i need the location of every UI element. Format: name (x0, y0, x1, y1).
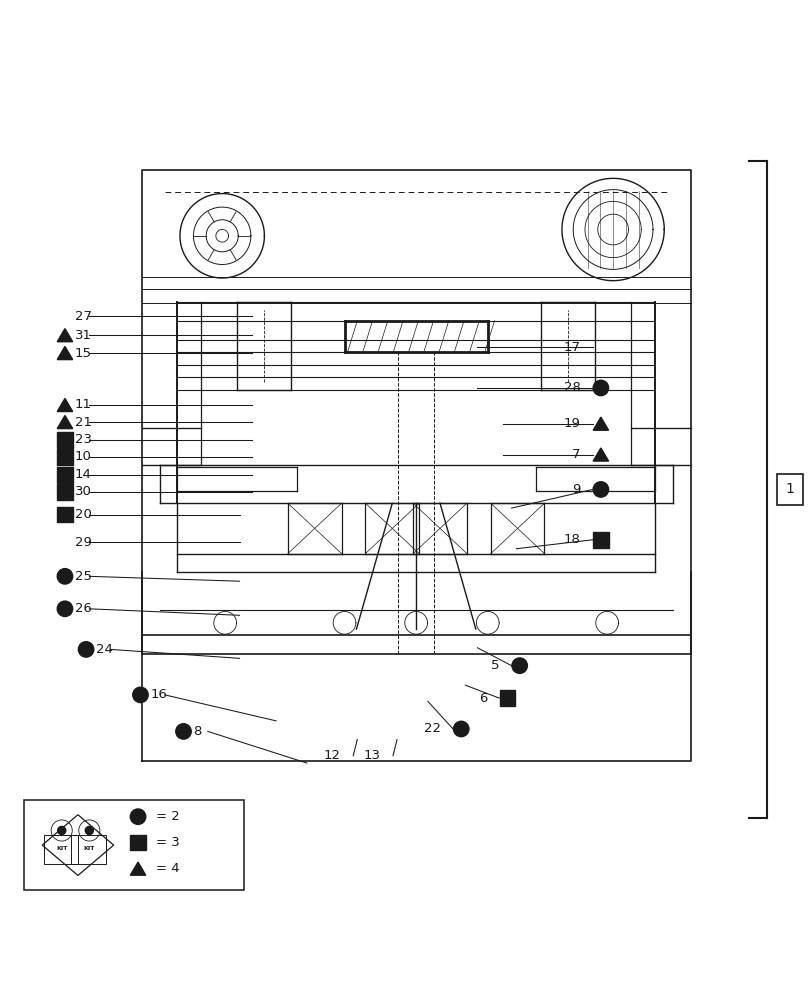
Text: 27: 27 (75, 310, 92, 323)
Text: 18: 18 (563, 533, 580, 546)
Circle shape (57, 601, 73, 617)
Text: 13: 13 (363, 749, 380, 762)
Text: 7: 7 (572, 448, 580, 461)
Bar (776, 474, 802, 505)
Polygon shape (57, 415, 73, 429)
Bar (500, 690, 515, 706)
Circle shape (175, 724, 191, 739)
Circle shape (512, 658, 527, 673)
Text: = 2: = 2 (156, 810, 179, 823)
Text: = 4: = 4 (156, 862, 179, 875)
Circle shape (57, 569, 73, 584)
Bar (71, 835, 105, 864)
Bar (592, 532, 608, 548)
Bar (131, 835, 146, 850)
Polygon shape (57, 346, 73, 360)
Text: 20: 20 (75, 508, 92, 521)
Text: KIT: KIT (56, 846, 67, 851)
Bar (24, 800, 243, 890)
Circle shape (85, 826, 93, 835)
Bar (57, 449, 73, 465)
Circle shape (592, 482, 608, 497)
Text: 6: 6 (478, 692, 487, 705)
Text: 17: 17 (563, 341, 580, 354)
Text: 31: 31 (75, 329, 92, 342)
Text: 29: 29 (75, 536, 92, 549)
Text: 10: 10 (75, 450, 92, 463)
Text: 26: 26 (75, 602, 92, 615)
Circle shape (79, 642, 94, 657)
Polygon shape (592, 417, 608, 430)
Text: 15: 15 (75, 347, 92, 360)
Text: 12: 12 (324, 749, 341, 762)
Text: 5: 5 (491, 659, 499, 672)
Text: 9: 9 (572, 483, 580, 496)
Circle shape (453, 721, 469, 737)
Text: 14: 14 (75, 468, 92, 481)
Text: = 3: = 3 (156, 836, 179, 849)
Text: KIT: KIT (84, 846, 95, 851)
Text: 22: 22 (423, 722, 440, 735)
Text: 23: 23 (75, 433, 92, 446)
Text: 16: 16 (150, 688, 167, 701)
Circle shape (131, 809, 146, 824)
Text: 8: 8 (193, 725, 201, 738)
Bar (57, 432, 73, 448)
Text: 30: 30 (75, 485, 92, 498)
Text: 28: 28 (563, 381, 580, 394)
Text: 11: 11 (75, 398, 92, 411)
Polygon shape (57, 329, 73, 342)
Bar (44, 835, 78, 864)
Polygon shape (131, 862, 146, 875)
Text: 1: 1 (785, 482, 793, 496)
Bar (57, 507, 73, 522)
Bar (57, 484, 73, 500)
Circle shape (133, 687, 148, 703)
Text: 21: 21 (75, 416, 92, 429)
Polygon shape (57, 398, 73, 412)
Text: 19: 19 (563, 417, 580, 430)
Text: 25: 25 (75, 570, 92, 583)
Bar (57, 467, 73, 483)
Circle shape (592, 380, 608, 396)
Circle shape (58, 826, 66, 835)
Text: 24: 24 (96, 643, 113, 656)
Polygon shape (592, 448, 608, 461)
